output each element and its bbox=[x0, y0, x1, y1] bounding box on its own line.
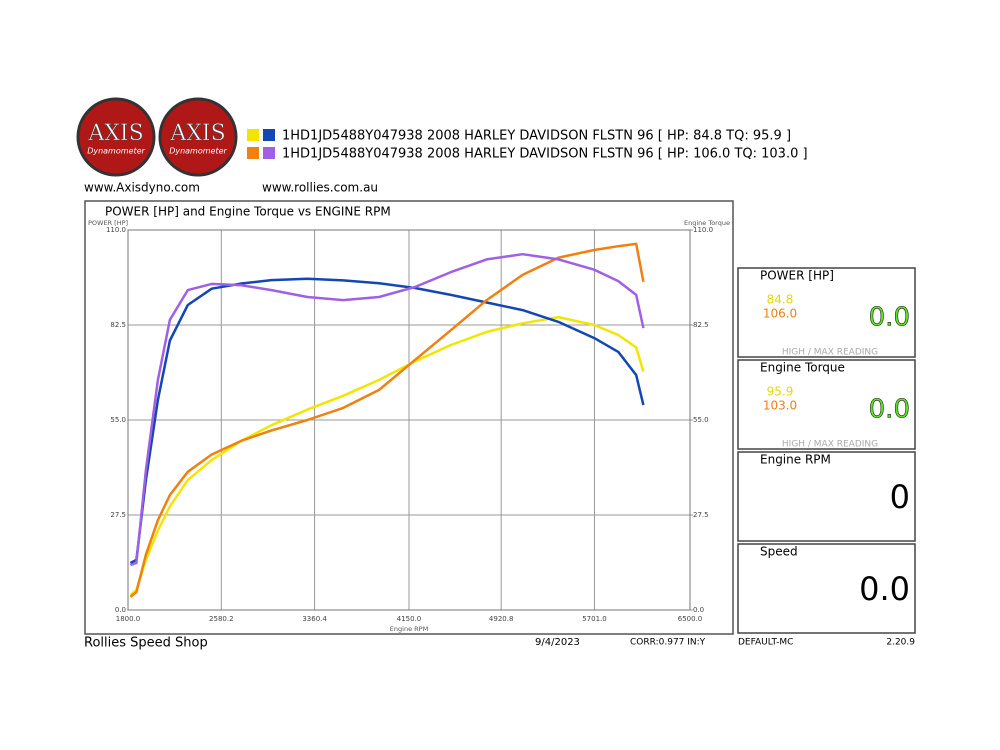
y2-tick-label: 82.5 bbox=[693, 321, 709, 329]
y-tick-label: 0.0 bbox=[115, 606, 126, 614]
x-tick-label: 4920.8 bbox=[489, 615, 514, 623]
y-tick-label: 55.0 bbox=[110, 416, 126, 424]
logo: AXIS Dynamometer bbox=[76, 97, 156, 177]
plot-border bbox=[127, 229, 691, 611]
panel-note: HIGH / MAX READING bbox=[782, 348, 878, 358]
x-tick-label: 5701.0 bbox=[582, 615, 607, 623]
series-line bbox=[129, 315, 645, 597]
logo-sub: Dynamometer bbox=[169, 147, 227, 156]
legend-swatch bbox=[247, 129, 259, 141]
y2-axis-label: Engine Torque bbox=[684, 219, 730, 227]
series-line bbox=[129, 277, 645, 565]
series-line bbox=[129, 252, 645, 567]
panel-current: 0.0 bbox=[869, 303, 910, 333]
panel-note: HIGH / MAX READING bbox=[782, 440, 878, 450]
x-tick-label: 6500.0 bbox=[678, 615, 703, 623]
series-line bbox=[129, 242, 645, 598]
logo: AXIS Dynamometer bbox=[158, 97, 238, 177]
panel-reading: 84.8 bbox=[767, 293, 794, 307]
logo-sub: Dynamometer bbox=[87, 147, 145, 156]
panel-title: POWER [HP] bbox=[760, 269, 834, 283]
logo-brand: AXIS bbox=[87, 121, 143, 146]
y-tick-label: 110.0 bbox=[106, 226, 126, 234]
panel-title: Engine Torque bbox=[760, 361, 845, 375]
panel-reading: 103.0 bbox=[763, 399, 797, 413]
legend-swatch bbox=[247, 147, 259, 159]
x-tick-label: 4150.0 bbox=[397, 615, 422, 623]
panel-current: 0.0 bbox=[859, 570, 910, 608]
y-tick-label: 82.5 bbox=[110, 321, 126, 329]
legend-label: 1HD1JD5488Y047938 2008 HARLEY DAVIDSON F… bbox=[282, 129, 791, 144]
link: www.rollies.com.au bbox=[262, 181, 378, 195]
panel-current: 0.0 bbox=[869, 395, 910, 425]
panel-current: 0 bbox=[890, 478, 910, 516]
panel bbox=[737, 267, 916, 358]
y2-tick-label: 110.0 bbox=[693, 226, 713, 234]
panel-title: Engine RPM bbox=[760, 453, 831, 467]
x-axis-label: Engine RPM bbox=[390, 625, 428, 633]
link: www.Axisdyno.com bbox=[84, 181, 200, 195]
version: 2.20.9 bbox=[886, 638, 915, 648]
chart-title: POWER [HP] and Engine Torque vs ENGINE R… bbox=[105, 205, 391, 219]
footer: Rollies Speed Shop 9/4/2023 CORR:0.977 I… bbox=[84, 636, 915, 651]
profile: DEFAULT-MC bbox=[738, 638, 793, 648]
legend-label: 1HD1JD5488Y047938 2008 HARLEY DAVIDSON F… bbox=[282, 147, 808, 162]
y-axis-label: POWER [HP] bbox=[88, 219, 128, 227]
x-tick-label: 2580.2 bbox=[209, 615, 234, 623]
x-tick-label: 1800.0 bbox=[116, 615, 141, 623]
panel bbox=[737, 359, 916, 450]
panel-reading: 106.0 bbox=[763, 307, 797, 321]
y2-tick-label: 55.0 bbox=[693, 416, 709, 424]
y-tick-label: 27.5 bbox=[110, 511, 126, 519]
panel-reading: 95.9 bbox=[767, 385, 794, 399]
legend-swatch bbox=[263, 147, 275, 159]
y2-tick-label: 27.5 bbox=[693, 511, 709, 519]
legend-swatch bbox=[263, 129, 275, 141]
logo-brand: AXIS bbox=[169, 121, 225, 146]
x-tick-label: 3360.4 bbox=[302, 615, 327, 623]
correction: CORR:0.977 IN:Y bbox=[630, 638, 706, 648]
panel bbox=[737, 543, 916, 634]
panel-title: Speed bbox=[760, 545, 798, 559]
date: 9/4/2023 bbox=[535, 637, 580, 648]
shop-name: Rollies Speed Shop bbox=[84, 636, 208, 651]
panel bbox=[737, 451, 916, 542]
y2-tick-label: 0.0 bbox=[693, 606, 704, 614]
